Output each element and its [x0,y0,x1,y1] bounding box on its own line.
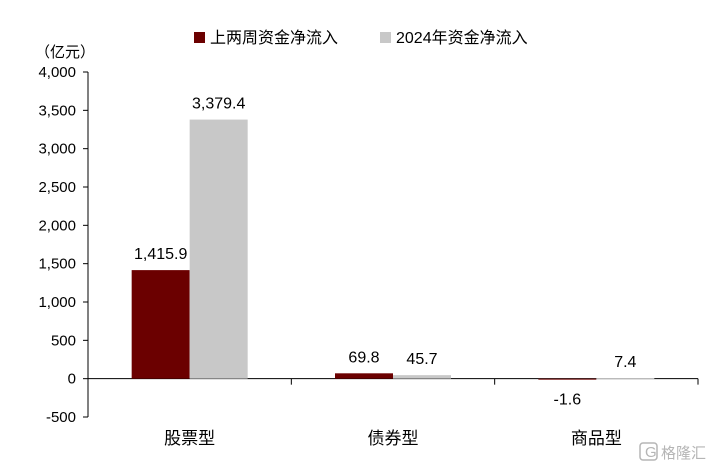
data-label: -1.6 [554,392,582,409]
watermark-text: 格隆汇 [661,445,706,462]
x-category-label: 债券型 [368,429,419,448]
x-category-label: 股票型 [164,429,215,448]
y-tick-label: 500 [51,332,76,349]
bar [596,378,655,380]
y-tick-label: 2,500 [38,179,76,196]
data-label: 45.7 [406,351,437,368]
x-category-label: 商品型 [571,429,622,448]
legend-swatch [194,32,205,43]
bar [538,378,597,380]
watermark-logo-icon [639,442,658,461]
y-tick-label: 1,000 [38,294,76,311]
data-labels: 1,415.9 3,379.4 69.8 45.7 -1.6 7.4 [134,96,637,409]
legend-swatch [380,32,391,43]
data-label: 7.4 [614,354,636,371]
watermark-logo-glyph: G [645,444,657,461]
y-tick-label: 0 [68,371,76,388]
bar [335,373,393,379]
y-tick-label: 3,000 [38,141,76,158]
watermark: G 格隆汇 [639,442,706,462]
y-tick-label: 4,000 [38,64,76,81]
bar [189,119,248,379]
y-tick-label: 2,000 [38,217,76,234]
bars [131,119,655,380]
y-unit-label: （亿元） [35,44,95,61]
legend-label: 上两周资金净流入 [210,29,338,47]
legend: 上两周资金净流入 2024年资金净流入 [194,29,528,47]
y-tick-label: 1,500 [38,256,76,273]
bar [131,270,190,379]
y-tick-label: 3,500 [38,102,76,119]
data-label: 69.8 [348,349,379,366]
bar [393,375,451,379]
data-label: 3,379.4 [192,96,245,113]
legend-label: 2024年资金净流入 [396,29,528,47]
data-label: 1,415.9 [134,246,187,263]
y-tick-label: -500 [46,409,76,426]
